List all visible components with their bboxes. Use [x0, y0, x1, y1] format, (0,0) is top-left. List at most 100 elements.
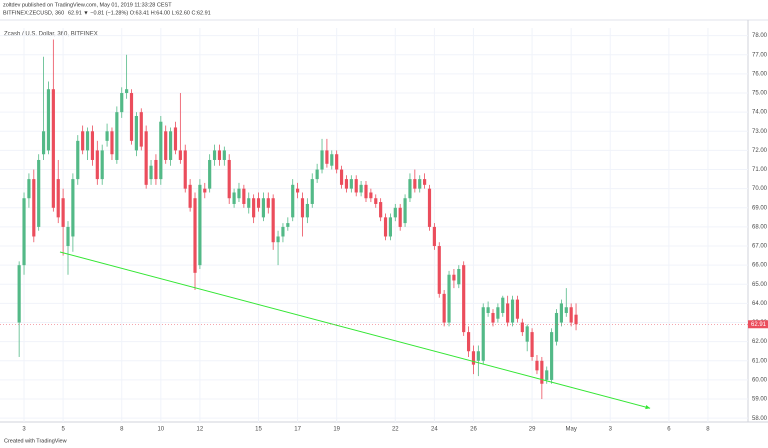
candle-body	[569, 307, 573, 323]
candle-body	[466, 332, 471, 352]
candle-body	[232, 192, 236, 204]
y-tick-label: 68.00	[752, 224, 768, 230]
candle-body	[105, 131, 109, 141]
candle-body	[339, 169, 344, 185]
candle-body	[305, 203, 309, 218]
candle-body	[554, 312, 559, 342]
candle-body	[247, 198, 251, 208]
candle-body	[408, 179, 412, 199]
y-tick-label: 78.00	[752, 33, 768, 39]
candle-body	[379, 202, 383, 218]
candle-body	[286, 223, 290, 227]
candle-body	[139, 112, 143, 147]
candle-body	[120, 93, 124, 113]
candle-body	[173, 127, 178, 151]
y-tick-label: 60.00	[752, 378, 768, 384]
x-tick-label: 26	[470, 427, 477, 433]
candle-body	[320, 150, 324, 170]
candle-body	[471, 351, 476, 365]
candle-body	[261, 198, 265, 218]
candle-body	[110, 131, 114, 155]
candle-body	[476, 351, 480, 361]
quote: 62.91 ▼ −0.81 (−1.28%) O:63.41 H:64.00 L…	[68, 10, 211, 16]
candle-body	[281, 226, 285, 237]
candle-body	[291, 184, 295, 218]
candle-body	[193, 198, 197, 273]
candle-body	[237, 188, 241, 199]
last-price-box	[748, 320, 768, 329]
candle-body	[222, 150, 226, 160]
candle-body	[359, 184, 363, 193]
x-tick-label: 29	[529, 427, 536, 433]
candle-body	[442, 293, 446, 323]
candle-body	[388, 217, 393, 237]
y-tick-label: 66.00	[752, 263, 768, 269]
x-tick-label: 3	[22, 427, 26, 433]
x-tick-label: 19	[333, 427, 340, 433]
y-tick-label: 74.00	[752, 110, 768, 116]
candle-body	[491, 312, 495, 323]
candle-body	[159, 121, 163, 180]
candle-body	[432, 226, 436, 247]
candle-body	[208, 159, 212, 189]
candle-body	[296, 188, 300, 193]
y-tick-label: 61.00	[752, 358, 768, 364]
candle-body	[90, 131, 95, 160]
y-tick-label: 73.00	[752, 129, 768, 135]
candle-body	[168, 131, 173, 160]
x-tick-label: 10	[157, 427, 164, 433]
candle-body	[203, 188, 207, 193]
x-tick-label: 3	[609, 427, 613, 433]
candle-body	[164, 131, 168, 160]
candle-body	[266, 198, 270, 208]
candle-body	[85, 131, 90, 151]
candle-body	[403, 198, 407, 224]
candle-body	[393, 207, 397, 218]
candle-body	[550, 332, 554, 380]
candle-body	[413, 179, 417, 189]
footer: Created with TradingView	[4, 438, 67, 444]
candle-body	[525, 326, 529, 342]
candle-body	[545, 370, 549, 380]
candle-body	[559, 303, 563, 323]
candle-body	[76, 140, 80, 180]
y-tick-label: 58.00	[752, 416, 768, 422]
candle-body	[56, 179, 60, 218]
publisher: zoltdev published on TradingView.com, Ma…	[3, 2, 172, 8]
candle-body	[71, 179, 75, 237]
candle-body	[496, 307, 500, 319]
candle-body	[300, 198, 305, 218]
y-tick-label: 72.00	[752, 148, 768, 154]
candle-body	[27, 179, 31, 199]
candle-body	[418, 179, 422, 189]
candle-body	[271, 198, 275, 243]
candle-body	[535, 360, 539, 371]
candle-body	[564, 307, 568, 313]
candle-body	[61, 198, 65, 227]
candle-body	[457, 268, 461, 285]
candle-body	[276, 236, 280, 243]
candle-body	[46, 89, 51, 151]
candle-body	[423, 179, 427, 185]
last-price-label: 62.91	[751, 322, 767, 328]
candle-body	[506, 303, 510, 323]
candle-body	[481, 307, 485, 361]
candle-body	[452, 274, 456, 281]
candle-body	[364, 184, 368, 199]
chart-subtitle: Zcash / U.S. Dollar, 360, BITFINEX	[4, 32, 98, 38]
candle-body	[22, 198, 26, 266]
candle-body	[335, 154, 339, 170]
candle-body	[95, 150, 99, 180]
candle-body	[310, 179, 314, 204]
y-tick-label: 67.00	[752, 244, 768, 250]
candle-body	[437, 246, 441, 294]
candle-body	[51, 89, 55, 208]
candle-body	[383, 217, 388, 237]
candle-body	[349, 179, 353, 189]
candle-body	[374, 198, 378, 204]
y-tick-label: 71.00	[752, 167, 768, 173]
candle-body	[344, 179, 349, 189]
x-tick-label: 22	[392, 427, 399, 433]
